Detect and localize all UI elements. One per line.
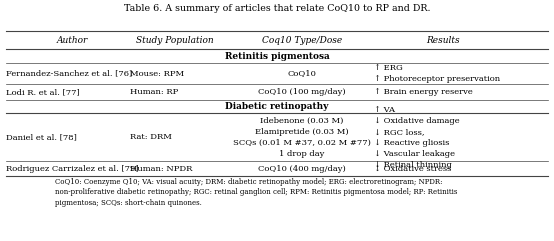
Text: Rodriguez Carrizalez et al. [79]: Rodriguez Carrizalez et al. [79]: [6, 165, 138, 173]
Text: Idebenone (0.03 M)
Elamipretide (0.03 M)
SCQs (0.01 M #37, 0.02 M #77)
1 drop da: Idebenone (0.03 M) Elamipretide (0.03 M)…: [233, 117, 371, 158]
Text: Lodi R. et al. [77]: Lodi R. et al. [77]: [6, 88, 79, 96]
Text: ↓ Oxidative stress: ↓ Oxidative stress: [374, 165, 452, 173]
Text: Daniel et al. [78]: Daniel et al. [78]: [6, 133, 76, 141]
Text: ↑ VA
↓ Oxidative damage
↓ RGC loss,
↓ Reactive gliosis
↓ Vascular leakage
↓ Reti: ↑ VA ↓ Oxidative damage ↓ RGC loss, ↓ Re…: [374, 106, 460, 169]
Text: Study Population: Study Population: [136, 36, 213, 45]
Text: Human: RP: Human: RP: [130, 88, 178, 96]
Text: Diabetic retinopathy: Diabetic retinopathy: [225, 102, 329, 111]
Text: CoQ10 (100 mg/day): CoQ10 (100 mg/day): [258, 88, 346, 96]
Text: Fernandez-Sanchez et al. [76]: Fernandez-Sanchez et al. [76]: [6, 69, 132, 78]
Text: Human: NPDR: Human: NPDR: [130, 165, 193, 173]
Text: Author: Author: [57, 36, 88, 45]
Text: Retinitis pigmentosa: Retinitis pigmentosa: [224, 52, 330, 60]
Text: ↑ Brain energy reserve: ↑ Brain energy reserve: [374, 88, 473, 96]
Text: Coq10 Type/Dose: Coq10 Type/Dose: [262, 36, 342, 45]
Text: Table 6. A summary of articles that relate CoQ10 to RP and DR.: Table 6. A summary of articles that rela…: [124, 4, 430, 13]
Text: Mouse: RPM: Mouse: RPM: [130, 69, 184, 78]
Text: CoQ10 (400 mg/day): CoQ10 (400 mg/day): [258, 165, 346, 173]
Text: Results: Results: [427, 36, 460, 45]
Text: ↑ ERG
↑ Photoreceptor preservation: ↑ ERG ↑ Photoreceptor preservation: [374, 64, 500, 83]
Text: CoQ10: CoQ10: [288, 69, 316, 78]
Text: Rat: DRM: Rat: DRM: [130, 133, 172, 141]
Text: CoQ10: Coenzyme Q10; VA: visual acuity; DRM: diabetic retinopathy model; ERG: el: CoQ10: Coenzyme Q10; VA: visual acuity; …: [55, 178, 458, 207]
